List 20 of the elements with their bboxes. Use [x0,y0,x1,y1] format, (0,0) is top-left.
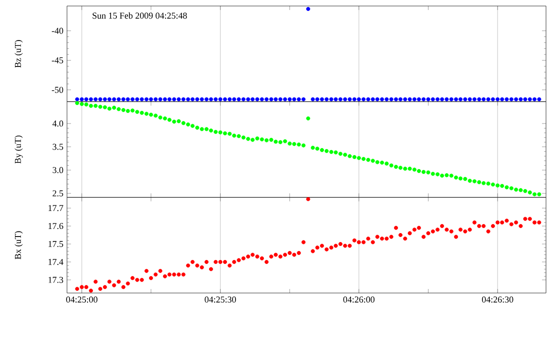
y-tick-label: 17.5 [48,240,64,248]
x-tick-label: 04:25:00 [66,296,98,303]
x-tick-label: 04:26:00 [343,296,374,303]
y-tick-label: -45 [52,57,64,64]
annotation: Sun 15 Feb 2009 04:25:48 [92,12,187,19]
y-tick-label: 17.6 [48,223,64,230]
y-axis-title: By (uT) [14,136,23,164]
y-tick-label: 17.7 [48,205,64,212]
x-tick-label: 04:26:30 [482,296,514,303]
y-tick-label: 3.0 [52,167,64,174]
y-tick-label: 2.5 [52,190,64,196]
x-tick-label: 04:25:30 [204,296,236,303]
y-tick-label: -50 [52,86,64,93]
y-tick-label: 17.3 [48,276,64,283]
y-axis-title: Bx (uT) [14,231,23,260]
y-tick-label: -40 [52,28,64,34]
y-axis-title: Bz (uT) [14,40,23,68]
y-tick-label: 3.5 [52,144,64,150]
y-tick-label: 17.4 [48,258,64,265]
y-tick-label: 4.0 [52,120,64,127]
